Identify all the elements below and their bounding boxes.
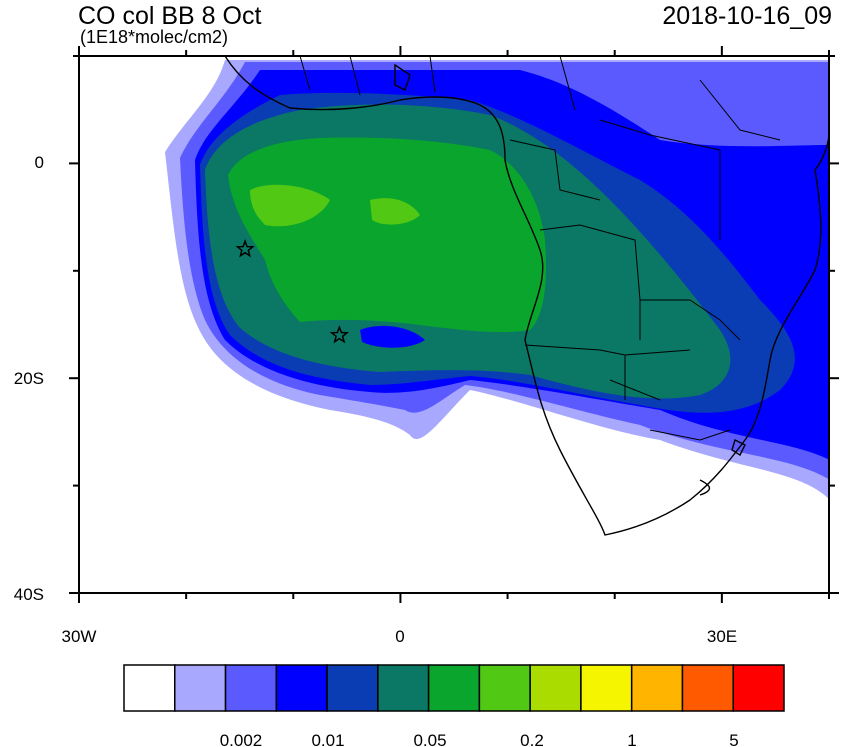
colorbar-swatch [732, 664, 785, 712]
colorbar-label: 5 [729, 731, 738, 747]
marker-layer [235, 239, 350, 344]
axis-ticks [69, 46, 839, 603]
colorbar-swatch [529, 664, 582, 712]
colorbar-label: 0.2 [520, 731, 544, 747]
co-field [165, 60, 829, 500]
map-title: CO col BB 8 Oct [78, 2, 262, 30]
lat-label-20s: 20S [14, 369, 44, 388]
timestamp-label: 2018-10-16_09 [662, 2, 832, 30]
colorbar-label: 0.002 [220, 731, 263, 747]
colorbar-swatch [681, 664, 734, 712]
colorbar-swatch [275, 664, 328, 712]
colorbar-label: 0.05 [413, 731, 446, 747]
colorbar-label: 1 [627, 731, 636, 747]
colorbar-swatch [427, 664, 481, 712]
colorbar-swatch [174, 664, 227, 712]
colorbar-label: 0.01 [311, 731, 344, 747]
colorbar-swatch [377, 664, 430, 712]
colorbar-labels: 0.002 0.01 0.05 0.2 1 5 [220, 731, 739, 747]
colorbar-swatch [580, 664, 633, 712]
lat-label-40s: 40S [14, 585, 44, 604]
colorbar-swatch [326, 664, 379, 712]
country-borders [299, 56, 781, 441]
lat-label-0: 0 [35, 153, 44, 172]
colorbar-swatch [123, 664, 176, 712]
lon-label-0: 0 [395, 627, 404, 646]
lon-label-30e: 30E [707, 627, 737, 646]
colorbar-swatch [224, 664, 278, 712]
units-label: (1E18*molec/cm2) [80, 27, 229, 47]
lon-label-30w: 30W [62, 627, 97, 646]
colorbar-swatch [630, 664, 684, 712]
star-icon [235, 239, 255, 258]
coastlines [224, 56, 829, 536]
colorbar-swatch [478, 664, 531, 712]
map-frame [78, 55, 830, 594]
colorbar [123, 664, 785, 712]
star-icon [329, 325, 350, 344]
